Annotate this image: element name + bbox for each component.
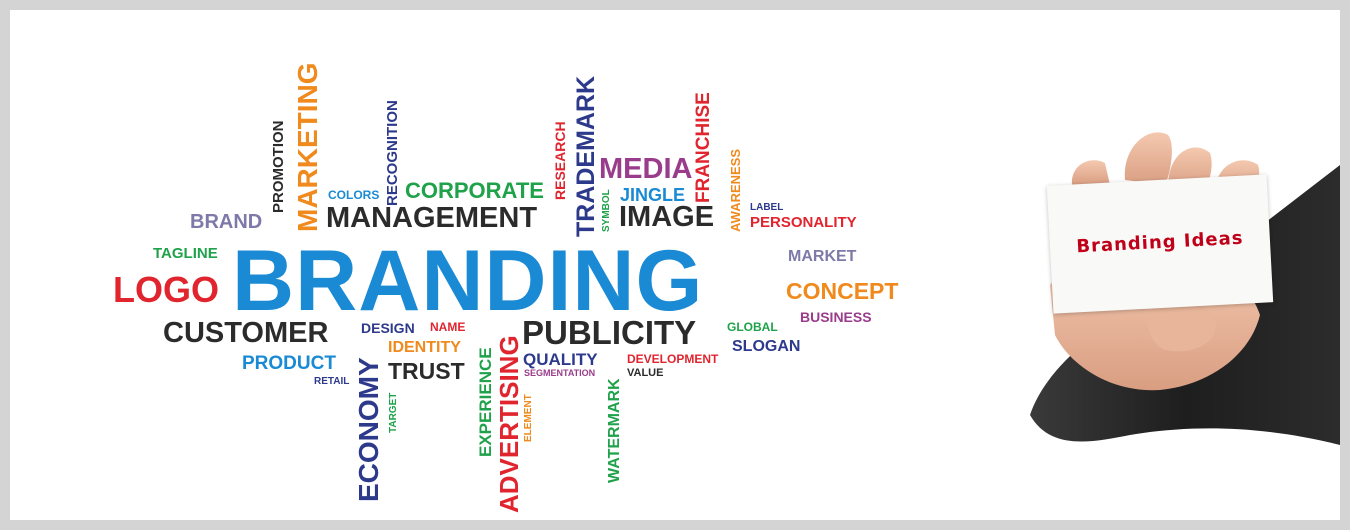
banner: BRANDING LOGO TAGLINE BRAND MANAGEMENT C… (10, 10, 1340, 520)
word-retail: RETAIL (314, 376, 350, 387)
word-segmentation: SEGMENTATION (524, 368, 596, 378)
card-text: Branding Ideas (1075, 227, 1244, 258)
word-design: DESIGN (361, 320, 415, 336)
word-slogan: SLOGAN (732, 338, 801, 355)
word-customer: CUSTOMER (163, 317, 329, 349)
business-card: Branding Ideas (1046, 174, 1274, 314)
word-target: TARGET (388, 392, 399, 433)
word-awareness: AWARENESS (728, 148, 743, 232)
word-research: RESEARCH (552, 121, 568, 200)
word-image: IMAGE (619, 201, 715, 233)
word-name: NAME (430, 320, 466, 334)
word-brand: BRAND (190, 211, 263, 233)
word-business: BUSINESS (800, 309, 872, 325)
word-label: LABEL (750, 202, 784, 213)
word-identity: IDENTITY (388, 339, 461, 356)
word-colors: COLORS (328, 188, 380, 202)
word-recognition: RECOGNITION (384, 100, 401, 206)
word-value: VALUE (627, 367, 664, 379)
word-market: MARKET (788, 248, 857, 265)
word-advertising: ADVERTISING (494, 335, 524, 513)
word-publicity: PUBLICITY (522, 314, 697, 351)
word-global: GLOBAL (727, 320, 778, 334)
word-element: ELEMENT (523, 394, 534, 442)
word-trust: TRUST (388, 358, 465, 384)
word-development: DEVELOPMENT (627, 352, 719, 366)
word-management: MANAGEMENT (326, 202, 538, 234)
word-media: MEDIA (599, 153, 693, 185)
word-logo: LOGO (113, 269, 219, 310)
word-corporate: CORPORATE (405, 178, 544, 203)
word-franchise: FRANCHISE (693, 92, 714, 203)
word-experience: EXPERIENCE (476, 347, 495, 457)
word-quality: QUALITY (523, 350, 598, 369)
word-watermark: WATERMARK (606, 378, 623, 483)
word-product: PRODUCT (242, 353, 336, 374)
word-jingle: JINGLE (620, 185, 686, 205)
word-personality: PERSONALITY (750, 214, 857, 231)
word-tagline: TAGLINE (153, 245, 218, 262)
word-economy: ECONOMY (353, 357, 384, 502)
word-branding: BRANDING (232, 233, 704, 329)
word-promotion: PROMOTION (270, 120, 287, 214)
word-marketing: MARKETING (292, 62, 323, 232)
word-concept: CONCEPT (786, 278, 899, 304)
word-trademark: TRADEMARK (572, 75, 600, 237)
word-symbol: SYMBOL (601, 189, 612, 232)
